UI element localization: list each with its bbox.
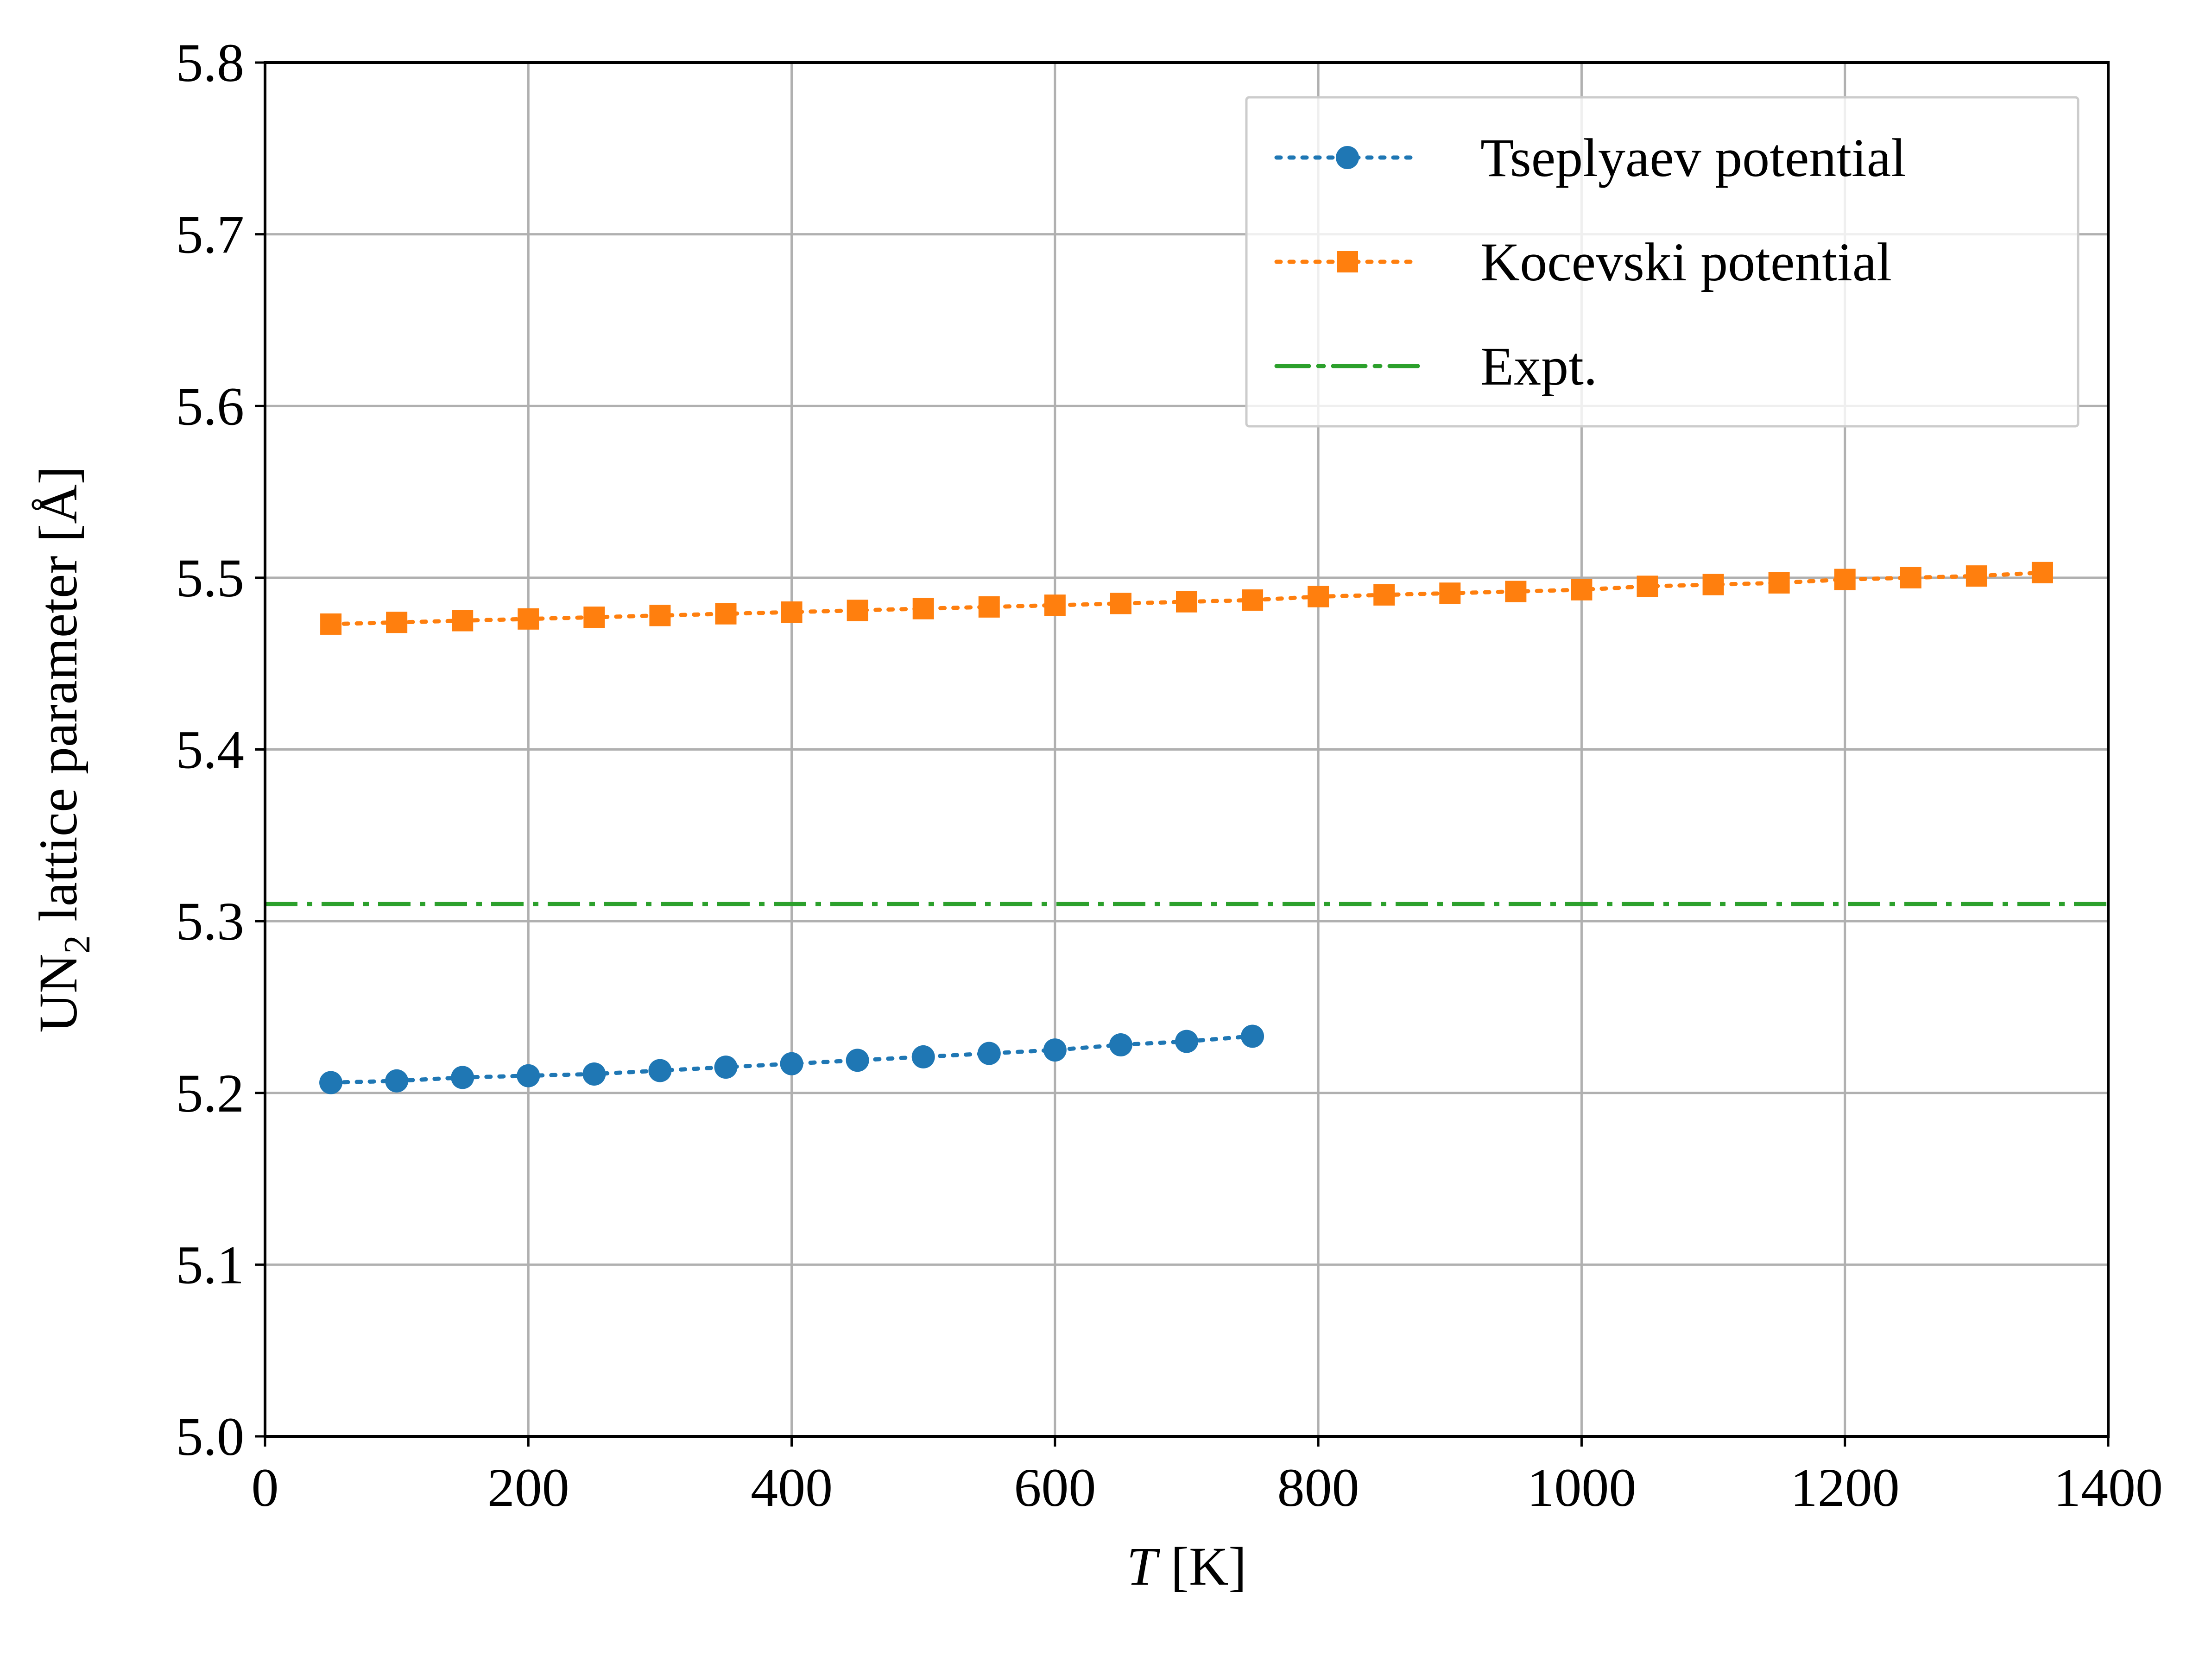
data-point bbox=[2031, 562, 2053, 583]
x-tick-label: 0 bbox=[252, 1457, 279, 1518]
data-point bbox=[582, 1062, 606, 1086]
series-0 bbox=[319, 1024, 1264, 1094]
data-point bbox=[715, 603, 737, 625]
x-axis-label-variable: T bbox=[1127, 1536, 1161, 1597]
data-point bbox=[1571, 579, 1593, 600]
data-point bbox=[649, 605, 671, 626]
y-axis-label-suffix: lattice parameter [Å] bbox=[28, 466, 88, 935]
data-point bbox=[1109, 1033, 1132, 1056]
data-point bbox=[847, 600, 868, 621]
data-point bbox=[780, 1052, 803, 1075]
x-tick-label: 1200 bbox=[1790, 1457, 1900, 1518]
data-point bbox=[386, 612, 408, 633]
legend-box bbox=[1245, 96, 2079, 428]
data-point bbox=[977, 1042, 1001, 1065]
y-tick-label: 5.4 bbox=[176, 720, 245, 780]
x-tick-label: 1000 bbox=[1527, 1457, 1636, 1518]
data-point bbox=[1241, 1024, 1264, 1048]
x-tick-label: 1400 bbox=[2054, 1457, 2163, 1518]
y-tick-label: 5.8 bbox=[176, 32, 245, 93]
data-point bbox=[1702, 574, 1724, 595]
data-point bbox=[452, 610, 474, 632]
axis-tick-labels: 0 200 400 600 800 1000 1200 1400 5.0 5.1 5.2 5.3 5.4… bbox=[176, 32, 2163, 1518]
y-tick-label: 5.6 bbox=[176, 376, 245, 436]
legend-label: Tseplyaev potential bbox=[1480, 127, 1906, 188]
data-point bbox=[714, 1056, 738, 1079]
data-point bbox=[1966, 565, 1987, 587]
data-point bbox=[1439, 582, 1461, 604]
legend-marker bbox=[1337, 251, 1358, 272]
y-axis-label-prefix: UN bbox=[28, 954, 88, 1032]
data-point bbox=[911, 1045, 935, 1068]
y-tick-label: 5.3 bbox=[176, 891, 245, 952]
data-point bbox=[385, 1069, 409, 1093]
data-point bbox=[1768, 572, 1790, 594]
legend-label: Expt. bbox=[1480, 336, 1597, 397]
data-point bbox=[1373, 584, 1395, 606]
data-point bbox=[1308, 586, 1329, 607]
data-point bbox=[1834, 569, 1856, 590]
legend-item: Expt. bbox=[1274, 336, 1597, 397]
data-point bbox=[517, 1064, 540, 1087]
y-tick-label: 5.1 bbox=[176, 1234, 245, 1295]
y-axis-label-subscript: 2 bbox=[57, 935, 98, 954]
legend: Tseplyaev potential Kocevski potential Exp… bbox=[1245, 96, 2079, 428]
y-tick-label: 5.5 bbox=[176, 548, 245, 608]
data-point bbox=[583, 607, 605, 628]
y-tick-label: 5.2 bbox=[176, 1063, 245, 1124]
data-point bbox=[781, 601, 803, 623]
x-tick-label: 600 bbox=[1014, 1457, 1096, 1518]
data-point bbox=[978, 596, 1000, 618]
series-line bbox=[329, 1034, 1255, 1085]
data-point bbox=[319, 1071, 343, 1094]
data-point bbox=[1900, 567, 1921, 588]
y-axis-label: UN2 lattice parameter [Å] bbox=[28, 466, 98, 1033]
x-tick-label: 400 bbox=[751, 1457, 833, 1518]
data-point bbox=[1043, 1038, 1067, 1062]
legend-item: Kocevski potential bbox=[1274, 232, 1892, 292]
legend-marker bbox=[1336, 146, 1359, 169]
data-point bbox=[1242, 589, 1264, 611]
x-tick-label: 800 bbox=[1277, 1457, 1359, 1518]
data-point bbox=[912, 598, 934, 619]
data-point bbox=[518, 608, 539, 630]
data-point bbox=[846, 1049, 869, 1072]
data-point bbox=[1044, 594, 1066, 616]
y-tick-label: 5.0 bbox=[176, 1406, 245, 1467]
data-point bbox=[1175, 1030, 1198, 1053]
series-layer bbox=[265, 562, 2108, 1094]
data-point bbox=[1637, 575, 1658, 597]
data-point bbox=[1110, 593, 1131, 614]
axis-ticks bbox=[255, 61, 2110, 1447]
data-point bbox=[1505, 581, 1527, 602]
data-point bbox=[648, 1059, 672, 1082]
legend-label: Kocevski potential bbox=[1480, 232, 1892, 292]
x-axis-label: T [K] bbox=[1127, 1536, 1247, 1597]
data-point bbox=[320, 613, 342, 635]
x-axis-label-unit: [K] bbox=[1157, 1536, 1246, 1597]
x-tick-label: 200 bbox=[487, 1457, 569, 1518]
data-point bbox=[451, 1066, 474, 1089]
data-point bbox=[1176, 591, 1197, 613]
y-tick-label: 5.7 bbox=[176, 204, 245, 265]
legend-item: Tseplyaev potential bbox=[1274, 127, 1906, 188]
series-1 bbox=[320, 562, 2053, 635]
